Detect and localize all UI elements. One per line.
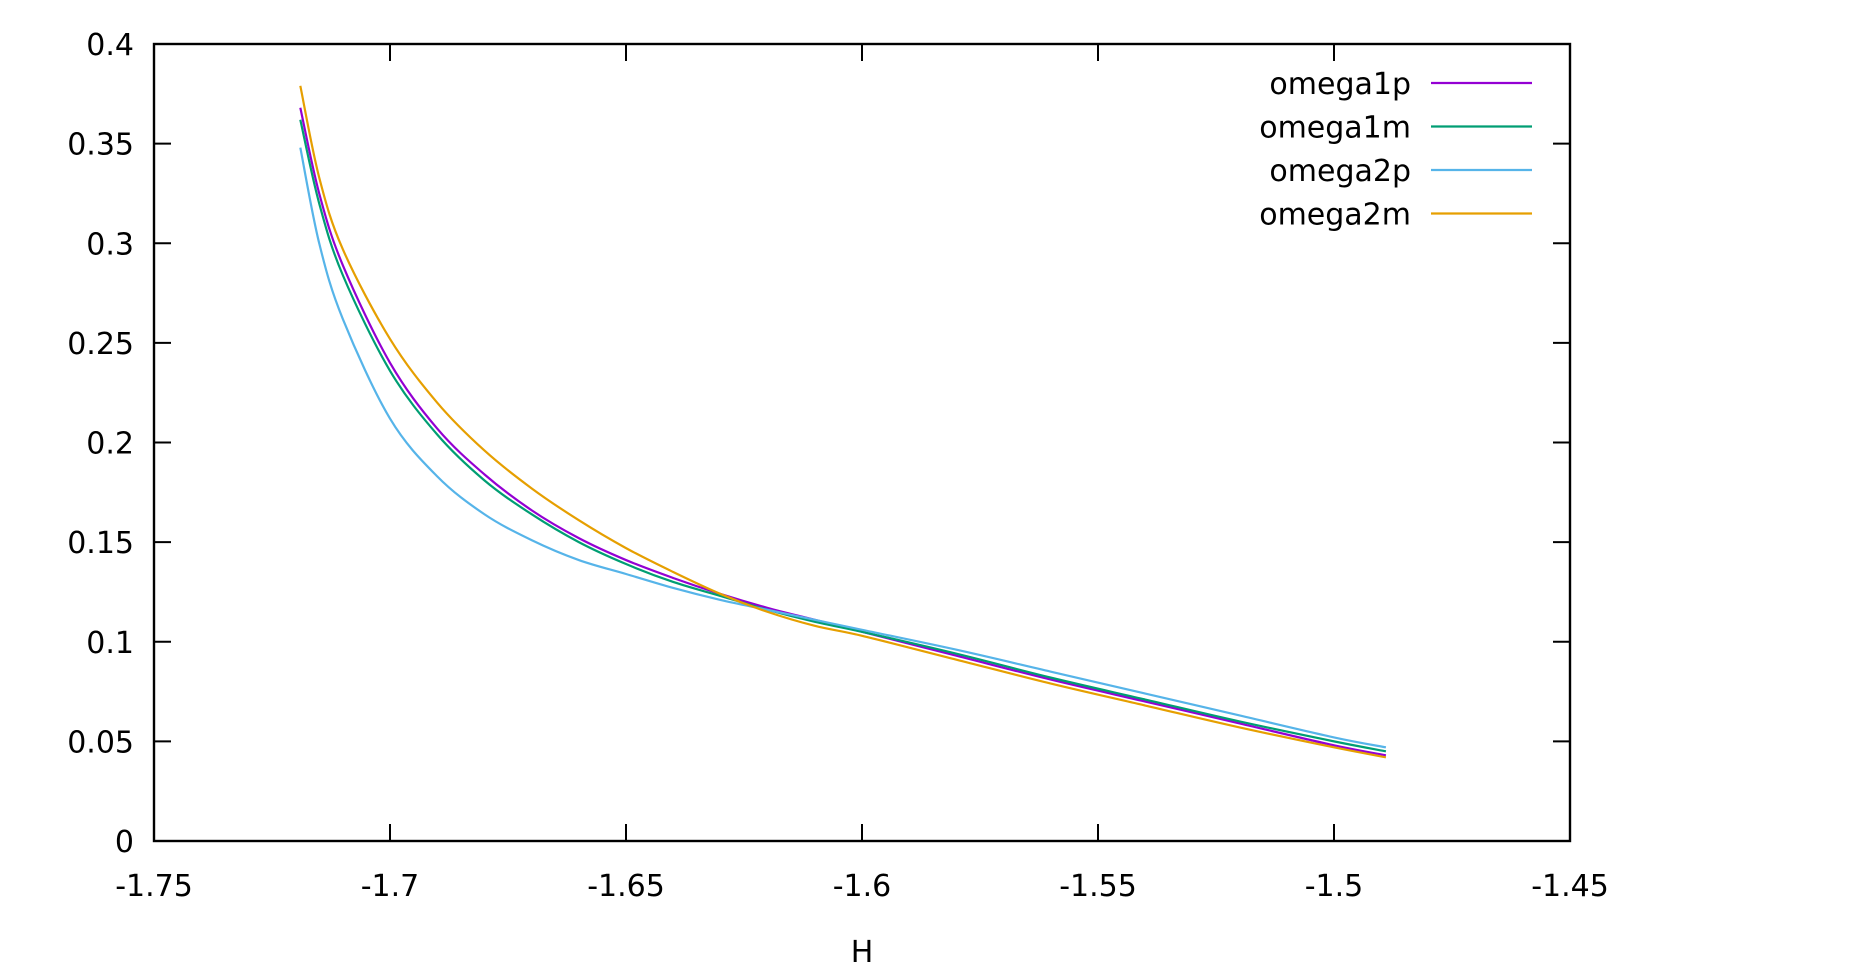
legend-item: omega2p [1269, 154, 1532, 189]
y-tick-label: 0.05 [67, 725, 134, 760]
x-axis-title: H [851, 935, 874, 965]
x-tick-label: -1.5 [1305, 869, 1364, 904]
y-tick-label: 0.15 [67, 526, 134, 561]
legend-item: omega1p [1269, 67, 1532, 102]
x-tick-label: -1.55 [1059, 869, 1137, 904]
y-tick-label: 0.4 [86, 28, 134, 63]
x-tick-label: -1.65 [587, 869, 665, 904]
legend-item: omega1m [1259, 111, 1532, 146]
series-line-omega1p [299, 107, 1387, 757]
x-tick-label: -1.7 [361, 869, 420, 904]
legend: omega1p omega1m omega2p omega2m [1259, 67, 1532, 233]
y-tick-label: 0.2 [86, 427, 134, 462]
plot-frame [152, 42, 1572, 843]
x-tick-labels: -1.75 -1.7 -1.65 -1.6 -1.55 -1.5 -1.45 [115, 869, 1609, 904]
x-tick-label: -1.6 [833, 869, 892, 904]
legend-label: omega1m [1259, 111, 1411, 146]
y-tick-label: 0.35 [67, 128, 134, 163]
y-tick-label: 0.1 [86, 626, 134, 661]
series-layer [299, 85, 1387, 759]
series-line-omega2m [299, 85, 1387, 759]
series-line-omega1m [299, 119, 1387, 753]
series-line-omega2p [299, 147, 1387, 749]
y-tick-labels: 0 0.05 0.1 0.15 0.2 0.25 0.3 0.35 0.4 [67, 28, 134, 860]
y-tick-label: 0.3 [86, 227, 134, 262]
legend-label: omega1p [1269, 67, 1411, 102]
x-tick-label: -1.75 [115, 869, 193, 904]
legend-label: omega2m [1259, 198, 1411, 233]
y-tick-label: 0.25 [67, 327, 134, 362]
legend-item: omega2m [1259, 198, 1532, 233]
y-tick-label: 0 [115, 825, 134, 860]
legend-label: omega2p [1269, 154, 1411, 189]
x-tick-label: -1.45 [1531, 869, 1609, 904]
